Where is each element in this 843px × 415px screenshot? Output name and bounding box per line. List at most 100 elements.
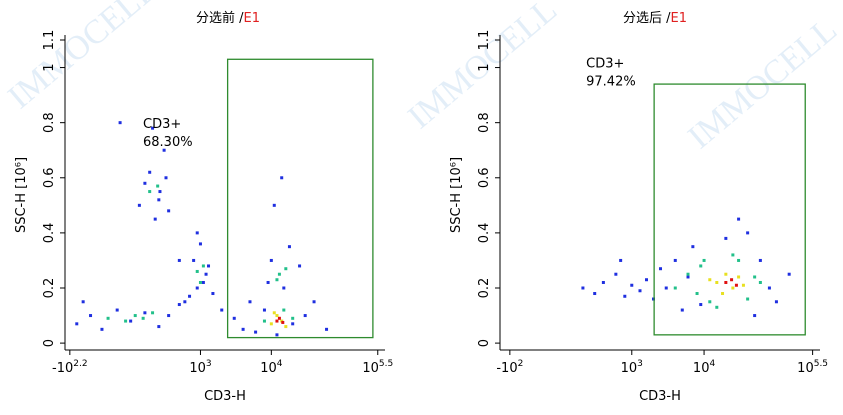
x-tick-label: -102 (496, 359, 523, 376)
event-dot (275, 319, 279, 323)
event-dot (269, 322, 273, 326)
event-dot (156, 184, 160, 188)
event-dot (593, 292, 597, 296)
x-tick-label: 105.5 (362, 359, 393, 376)
event-dot (695, 292, 699, 296)
event-dot (758, 258, 762, 262)
event-dot (731, 253, 735, 257)
event-dot (312, 300, 316, 304)
event-dot (266, 280, 270, 284)
event-dot (746, 297, 750, 301)
event-dot (284, 325, 288, 329)
event-dot (691, 245, 695, 249)
event-dot (787, 272, 791, 276)
event-dot (291, 316, 295, 320)
event-dot (737, 258, 741, 262)
event-dot (686, 272, 690, 276)
event-dot (724, 280, 728, 284)
event-dot (198, 280, 202, 284)
gate-name: CD3+ (586, 57, 624, 72)
event-dot (137, 203, 141, 207)
x-axis-title: CD3-H (204, 389, 246, 404)
x-tick-exp: 3 (206, 359, 212, 369)
event-dot (162, 148, 166, 152)
event-dot (277, 316, 281, 320)
event-dot (645, 278, 649, 282)
gate-percent: 68.30% (143, 135, 193, 150)
y-tick-label: 0.4 (42, 223, 57, 244)
event-dot (702, 258, 706, 262)
event-dot (195, 231, 199, 235)
event-dot (758, 280, 762, 284)
event-dot (623, 294, 627, 298)
event-dot (614, 272, 618, 276)
y-tick-label: 0 (477, 339, 492, 347)
y-tick-label: 0.8 (477, 112, 492, 133)
event-dot (254, 330, 258, 334)
y-tick-label: 1.1 (477, 30, 492, 51)
event-dot (724, 236, 728, 240)
y-axis-title: SSC-H [10⁶] (449, 157, 464, 233)
x-tick-base: -10 (496, 361, 517, 376)
x-tick-exp: 3 (637, 359, 643, 369)
event-dot (699, 264, 703, 268)
x-tick-base: 10 (189, 361, 206, 376)
event-dot (708, 278, 712, 282)
event-dot (277, 272, 281, 276)
event-dot (664, 286, 668, 290)
chart-title: 分选前 /E1 (196, 10, 260, 26)
event-dot (204, 272, 208, 276)
event-dot (195, 269, 199, 273)
event-dot (75, 322, 79, 326)
event-dot (89, 314, 93, 318)
x-tick-label: 104 (693, 359, 716, 376)
y-tick-label: 0.6 (477, 167, 492, 188)
gate-percent: 97.42% (586, 75, 636, 90)
event-dot (81, 300, 85, 304)
event-dot (619, 258, 623, 262)
event-dot (183, 300, 187, 304)
event-dot (164, 176, 168, 180)
x-tick-label: 105.5 (797, 359, 828, 376)
y-tick-label: 0 (42, 339, 57, 347)
event-dot (715, 280, 719, 284)
event-dot (269, 258, 273, 262)
event-dot (275, 278, 279, 282)
watermark: IMMOCELL (1, 0, 164, 116)
event-dot (282, 286, 286, 290)
event-dot (157, 325, 161, 329)
event-dot (630, 283, 634, 287)
event-dot (325, 327, 329, 331)
event-dot (143, 181, 147, 185)
event-dot (207, 264, 211, 268)
event-dot (148, 190, 152, 194)
event-dot (746, 231, 750, 235)
x-tick-base: 10 (362, 361, 379, 376)
event-dot (291, 322, 295, 326)
event-dot (192, 258, 196, 262)
event-dot (581, 286, 585, 290)
event-dot (724, 272, 728, 276)
event-dot (177, 258, 181, 262)
x-tick-label: 104 (260, 359, 283, 376)
event-dot (106, 316, 110, 320)
event-dot (115, 308, 119, 312)
event-dot (177, 303, 181, 307)
event-dot (153, 217, 157, 221)
event-dot (673, 286, 677, 290)
event-dot (151, 311, 155, 315)
event-dot (753, 314, 757, 318)
event-dot (143, 311, 147, 315)
event-dot (129, 319, 133, 323)
x-tick-base: 10 (621, 361, 638, 376)
event-dot (774, 300, 778, 304)
event-dot (188, 294, 192, 298)
x-tick-exp: 2.2 (73, 359, 87, 369)
event-dot (275, 333, 279, 337)
event-dot (284, 267, 288, 271)
event-dot (686, 275, 690, 279)
y-tick-label: 0.6 (42, 167, 57, 188)
event-dot (151, 126, 155, 130)
event-dot (280, 176, 284, 180)
